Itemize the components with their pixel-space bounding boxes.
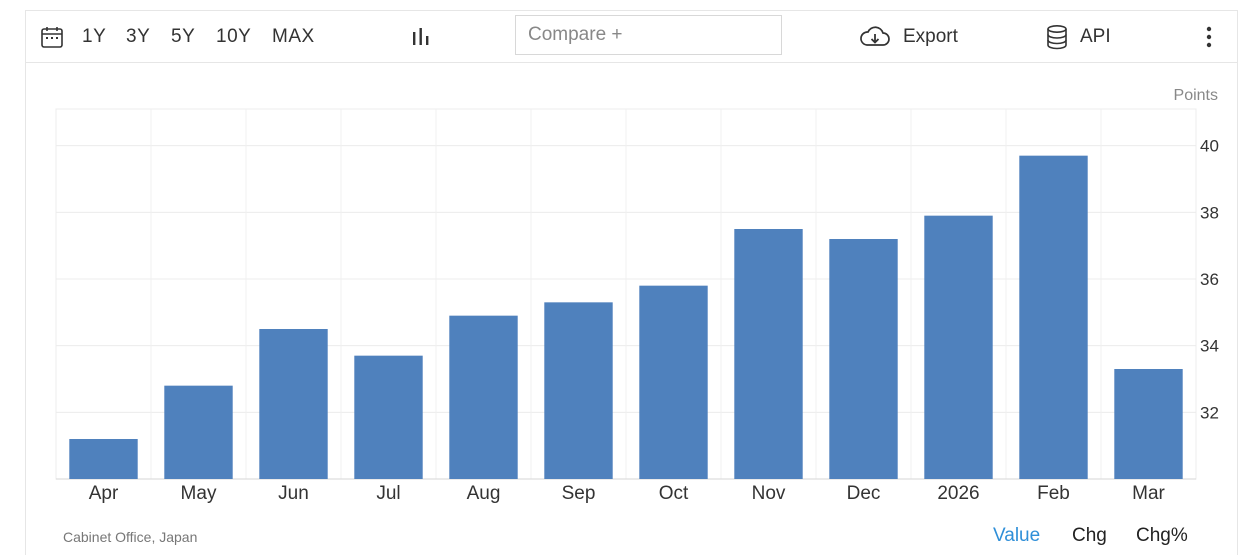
range-10y-button[interactable]: 10Y bbox=[216, 25, 252, 47]
x-tick-label: Dec bbox=[847, 483, 881, 504]
chart-widget: 1Y 3Y 5Y 10Y MAX Compare + Export bbox=[25, 10, 1238, 555]
x-tick-label: Jun bbox=[278, 483, 309, 504]
bar-jul[interactable] bbox=[354, 355, 423, 479]
x-tick-label: Nov bbox=[752, 483, 786, 504]
export-button[interactable]: Export bbox=[859, 11, 958, 62]
source-label: Cabinet Office, Japan bbox=[63, 529, 198, 545]
y-tick-label: 38 bbox=[1200, 203, 1219, 222]
x-tick-label: Sep bbox=[562, 483, 596, 504]
bar-nov[interactable] bbox=[734, 229, 803, 479]
tab-chg-percent[interactable]: Chg% bbox=[1136, 525, 1188, 546]
api-button[interactable]: API bbox=[1046, 11, 1111, 62]
export-label: Export bbox=[903, 25, 958, 47]
cloud-download-icon bbox=[859, 25, 891, 49]
more-options-icon[interactable] bbox=[1204, 11, 1214, 62]
range-max-button[interactable]: MAX bbox=[272, 25, 315, 47]
x-tick-label: Mar bbox=[1132, 483, 1165, 504]
database-icon bbox=[1046, 24, 1068, 50]
y-tick-label: 32 bbox=[1200, 403, 1219, 422]
y-tick-label: 36 bbox=[1200, 270, 1219, 289]
y-tick-label: 40 bbox=[1200, 137, 1219, 156]
grid-lines bbox=[55, 108, 1197, 480]
x-tick-label: May bbox=[181, 483, 217, 504]
bar-may[interactable] bbox=[164, 385, 233, 479]
chart-toolbar: 1Y 3Y 5Y 10Y MAX Compare + Export bbox=[26, 11, 1237, 63]
bar-chart: Points Apr May Jun Jul Aug Sep Oct Nov Dec 2026 Fe… bbox=[55, 87, 1219, 504]
range-1y-button[interactable]: 1Y bbox=[82, 25, 107, 47]
bar-jun[interactable] bbox=[259, 329, 328, 479]
api-label: API bbox=[1080, 25, 1111, 47]
bar-sep[interactable] bbox=[544, 302, 613, 479]
tab-value[interactable]: Value bbox=[993, 525, 1041, 546]
y-axis-unit-label: Points bbox=[1174, 87, 1218, 104]
x-tick-label: Apr bbox=[89, 483, 119, 504]
x-axis-labels: Apr May Jun Jul Aug Sep Oct Nov Dec 2026 Feb Mar bbox=[89, 483, 1166, 504]
bar-2026[interactable] bbox=[924, 215, 993, 479]
tab-chg[interactable]: Chg bbox=[1072, 525, 1107, 546]
compare-input[interactable]: Compare + bbox=[515, 15, 782, 55]
bar-feb[interactable] bbox=[1019, 155, 1088, 479]
x-tick-label: Jul bbox=[376, 483, 400, 504]
range-3y-button[interactable]: 3Y bbox=[126, 25, 151, 47]
bar-dec[interactable] bbox=[829, 239, 898, 479]
bar-aug[interactable] bbox=[449, 315, 518, 479]
y-tick-label: 34 bbox=[1200, 337, 1219, 356]
x-tick-label: Feb bbox=[1037, 483, 1070, 504]
y-axis-labels: 32 34 36 38 40 bbox=[1200, 137, 1219, 423]
compare-placeholder: Compare + bbox=[528, 24, 623, 45]
x-tick-label: Aug bbox=[467, 483, 501, 504]
bar-apr[interactable] bbox=[69, 439, 138, 479]
bars bbox=[69, 155, 1183, 479]
x-tick-label: Oct bbox=[659, 483, 689, 504]
bar-chart-icon[interactable] bbox=[410, 11, 432, 62]
bar-oct[interactable] bbox=[639, 285, 708, 479]
x-tick-label: 2026 bbox=[937, 483, 979, 504]
range-5y-button[interactable]: 5Y bbox=[171, 25, 196, 47]
bar-mar[interactable] bbox=[1114, 369, 1183, 479]
calendar-icon[interactable] bbox=[40, 11, 64, 62]
